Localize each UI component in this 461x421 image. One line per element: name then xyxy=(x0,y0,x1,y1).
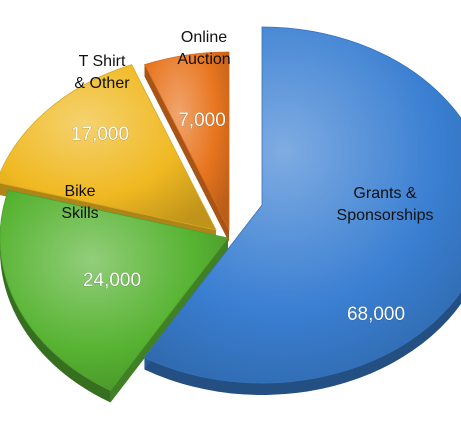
slice-wall-1-0 xyxy=(110,238,228,403)
slice-value-3: 7,000 xyxy=(178,110,226,131)
slice-t-shirt-other xyxy=(0,64,217,231)
slice-wall-3-0 xyxy=(144,64,229,242)
slice-label-2: T Shirt & Other xyxy=(74,53,130,92)
slice-tops xyxy=(0,26,461,392)
slice-side-1 xyxy=(0,190,111,403)
slice-grants-sponsorships xyxy=(143,26,461,384)
slice-bike-skills xyxy=(0,189,229,392)
slice-label-1: Bike Skills xyxy=(61,183,98,222)
slice-online-auction xyxy=(144,51,230,231)
slice-label-0: Grants & Sponsorships xyxy=(337,185,434,224)
slice-label-3: Online Auction xyxy=(177,29,230,68)
slice-labels: Grants & Sponsorships 68,000 Bike Skills 24,0… xyxy=(61,29,433,325)
slice-value-1: 24,000 xyxy=(83,270,141,291)
slice-value-2: 17,000 xyxy=(71,124,129,145)
slice-value-0: 68,000 xyxy=(347,304,405,325)
